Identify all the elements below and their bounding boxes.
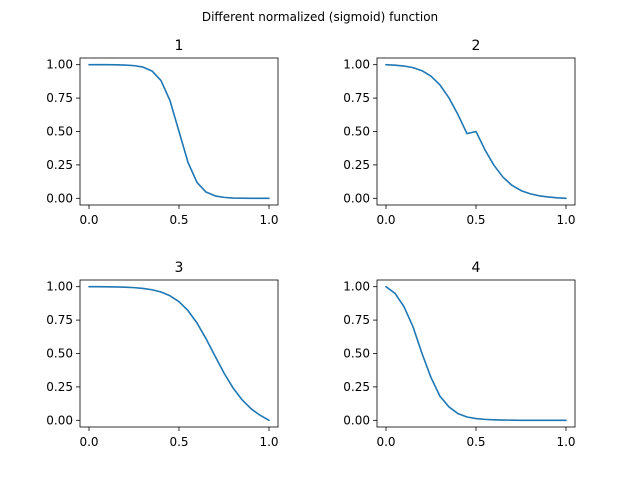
- subplot-2: 2 0.0 0.5 1.0 0.00 0.25 0.50 0.75 1.00: [343, 38, 575, 227]
- subplot-4-ytick-label: 0.00: [343, 413, 370, 427]
- subplot-1-xtick-label: 1.0: [259, 213, 278, 227]
- subplot-3-title: 3: [175, 260, 184, 276]
- subplot-3-ytick-label: 0.50: [46, 347, 73, 361]
- subplot-2-xtick-label: 0.0: [376, 213, 395, 227]
- subplot-4-ytick-label: 0.25: [343, 380, 370, 394]
- subplot-1-series-line-1: [88, 63, 270, 200]
- subplot-3-xtick-label: 0.0: [79, 435, 98, 449]
- subplot-2-title: 2: [472, 38, 481, 54]
- subplot-3-ytick-label: 0.75: [46, 313, 73, 327]
- subplot-4-series-line-1: [385, 285, 567, 422]
- subplot-1-xtick-label: 0.0: [79, 213, 98, 227]
- subplot-3-ytick-label: 0.00: [46, 413, 73, 427]
- subplot-1-title: 1: [175, 38, 184, 54]
- subplot-2-series-line-1: [385, 63, 567, 200]
- subplots: 1 0.0 0.5 1.0 0.00 0.25 0.50 0.75 1.00 2 0.0 0.5 1.0…: [46, 38, 575, 449]
- subplot-1-ytick-label: 0.75: [46, 91, 73, 105]
- figure-suptitle: Different normalized (sigmoid) function: [202, 10, 438, 24]
- subplot-4-ytick-label: 0.75: [343, 313, 370, 327]
- subplot-1-ytick-label: 1.00: [46, 58, 73, 72]
- subplot-4-xtick-label: 0.0: [376, 435, 395, 449]
- subplot-4-title: 4: [472, 260, 481, 276]
- subplot-3-ytick-label: 1.00: [46, 280, 73, 294]
- subplot-3-xtick-label: 0.5: [169, 435, 188, 449]
- subplot-2-ytick-label: 0.25: [343, 158, 370, 172]
- subplot-2-ytick-label: 0.00: [343, 191, 370, 205]
- subplot-4: 4 0.0 0.5 1.0 0.00 0.25 0.50 0.75 1.00: [343, 260, 575, 449]
- subplot-2-ytick-label: 0.75: [343, 91, 370, 105]
- subplot-1-ytick-label: 0.50: [46, 125, 73, 139]
- subplot-2-ytick-label: 0.50: [343, 125, 370, 139]
- subplot-3-series-line-1: [88, 285, 270, 422]
- subplot-2-xtick-label: 1.0: [556, 213, 575, 227]
- subplot-4-ytick-label: 0.50: [343, 347, 370, 361]
- subplot-4-ytick-label: 1.00: [343, 280, 370, 294]
- subplot-4-xtick-label: 1.0: [556, 435, 575, 449]
- subplot-3-ytick-label: 0.25: [46, 380, 73, 394]
- subplot-1: 1 0.0 0.5 1.0 0.00 0.25 0.50 0.75 1.00: [46, 38, 278, 227]
- subplot-1-ytick-label: 0.00: [46, 191, 73, 205]
- subplot-4-xtick-label: 0.5: [466, 435, 485, 449]
- subplot-3-xtick-label: 1.0: [259, 435, 278, 449]
- subplot-3: 3 0.0 0.5 1.0 0.00 0.25 0.50 0.75 1.00: [46, 260, 278, 449]
- subplot-1-xtick-label: 0.5: [169, 213, 188, 227]
- subplot-2-ytick-label: 1.00: [343, 58, 370, 72]
- subplot-2-xtick-label: 0.5: [466, 213, 485, 227]
- subplot-1-ytick-label: 0.25: [46, 158, 73, 172]
